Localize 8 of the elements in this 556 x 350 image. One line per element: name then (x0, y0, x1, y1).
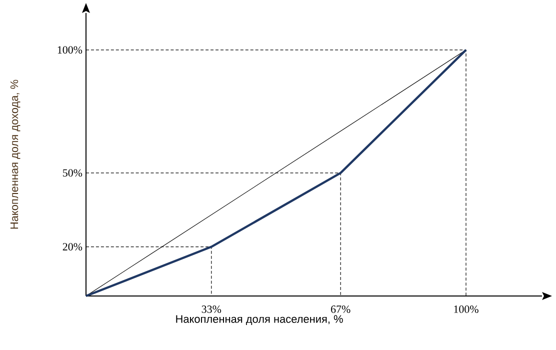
x-axis-title: Накопленная доля населения, % (176, 315, 343, 325)
x-tick-label: 67% (331, 306, 350, 313)
x-tick-label: 33% (202, 306, 222, 313)
y-tick-label: 20% (62, 243, 82, 250)
y-tick-label: 100% (58, 46, 82, 54)
y-axis-title: Накопленная доля дохода, % (10, 80, 20, 229)
y-tick-label: 50% (63, 169, 82, 177)
x-tick-label: 100% (454, 306, 478, 313)
